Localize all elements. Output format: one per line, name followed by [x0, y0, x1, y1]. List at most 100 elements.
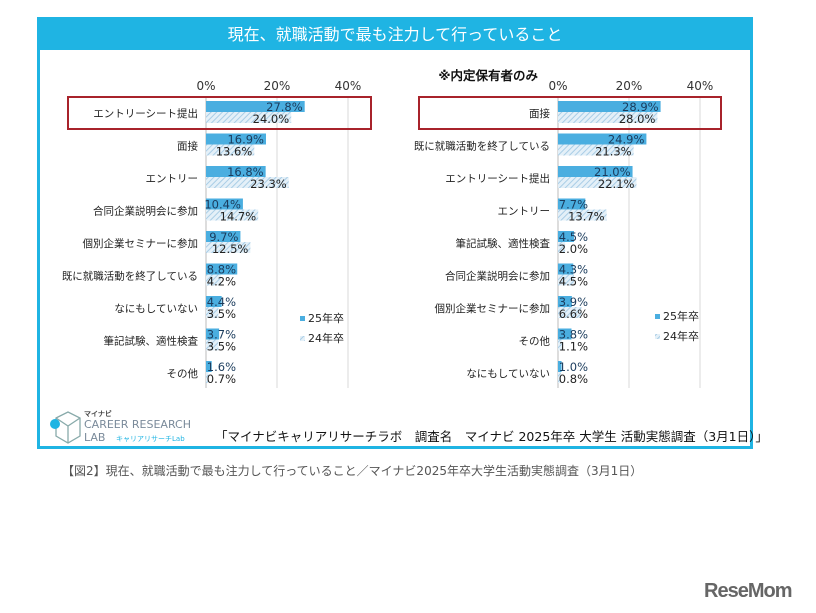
category-label: 個別企業セミナーに参加: [83, 237, 199, 250]
bar-25: [558, 361, 562, 372]
bar-24: [206, 307, 219, 318]
data-label: 28.9%: [622, 100, 659, 114]
data-label: 10.4%: [204, 198, 241, 212]
data-label: 4.2%: [207, 275, 236, 289]
bar-24: [558, 177, 637, 188]
data-label: 27.8%: [266, 100, 303, 114]
bar-24: [206, 339, 219, 351]
data-label: 1.6%: [207, 360, 236, 374]
category-label: 合同企業説明会に参加: [445, 270, 550, 283]
data-label: 3.8%: [559, 328, 588, 342]
data-label: 16.8%: [227, 165, 264, 179]
category-label: 筆記試験、適性検査: [104, 335, 199, 348]
legend-swatch-25: [655, 314, 660, 319]
data-label: 1.0%: [559, 360, 588, 374]
legend-label: 24年卒: [663, 329, 699, 343]
bar-25: [558, 263, 574, 275]
figure-panel: [37, 17, 753, 449]
category-label: エントリー: [146, 173, 199, 185]
data-label: 14.7%: [220, 210, 257, 224]
category-label: 面接: [529, 107, 550, 120]
figure-caption: 【図2】現在、就職活動で最も注力して行っていること／マイナビ2025年卒大学生活…: [62, 464, 643, 478]
legend-label: 25年卒: [308, 311, 344, 325]
category-label: 筆記試験、適性検査: [456, 237, 551, 250]
data-label: 0.7%: [207, 372, 236, 386]
bar-24: [558, 372, 561, 383]
bar-25: [206, 296, 222, 307]
bar-25: [558, 166, 633, 177]
logo-text: キャリアリサーチLab: [116, 435, 185, 443]
bar-25: [206, 263, 238, 275]
resemom-watermark: ReseMom: [704, 580, 792, 602]
tick-label: 20%: [264, 79, 291, 93]
tick-label: 40%: [335, 79, 362, 93]
logo-text: マイナビ: [84, 410, 112, 418]
data-label: 22.1%: [598, 177, 635, 191]
bar-24: [558, 307, 582, 318]
highlight-box: [67, 96, 372, 130]
data-label: 16.9%: [227, 133, 264, 147]
category-label: その他: [519, 335, 551, 348]
bar-25: [206, 328, 220, 340]
data-label: 2.0%: [559, 242, 588, 256]
bar-25: [206, 166, 266, 177]
category-label: 既に就職活動を終了している: [62, 270, 198, 283]
bar-24: [206, 177, 289, 188]
bar-24: [206, 209, 259, 221]
bar-24: [558, 144, 634, 156]
logo-text: CAREER RESEARCH: [84, 418, 191, 431]
category-label: 面接: [177, 140, 198, 153]
data-label: 6.6%: [559, 307, 588, 321]
bar-25: [206, 101, 305, 112]
category-label: なにもしていない: [466, 368, 550, 380]
data-label: 21.3%: [595, 145, 632, 159]
bar-25: [206, 361, 212, 372]
tick-label: 0%: [548, 79, 567, 93]
tick-label: 0%: [196, 79, 215, 93]
data-label: 4.5%: [559, 275, 588, 289]
bar-25: [558, 101, 661, 112]
data-label: 3.9%: [559, 295, 588, 309]
data-label: 7.7%: [559, 198, 588, 212]
data-label: 0.8%: [559, 372, 588, 386]
career-research-lab-logo: マイナビ CAREER RESEARCH LAB キャリアリサーチLab: [48, 410, 208, 446]
legend-label: 24年卒: [308, 331, 344, 345]
category-label: 個別企業セミナーに参加: [435, 302, 551, 315]
bar-24: [206, 112, 292, 123]
legend-swatch-25: [300, 316, 305, 321]
bar-25: [206, 198, 243, 210]
bar-25: [206, 231, 241, 242]
logo-text: LAB: [84, 431, 106, 444]
data-label: 23.3%: [250, 177, 287, 191]
legend-swatch-24: [300, 336, 305, 341]
legend-swatch-24: [655, 334, 660, 339]
data-label: 1.1%: [559, 340, 588, 354]
tick-label: 20%: [616, 79, 643, 93]
bar-24: [558, 209, 607, 221]
bar-24: [206, 242, 251, 253]
category-label: その他: [167, 367, 199, 380]
bar-24: [558, 242, 566, 253]
data-label: 28.0%: [619, 112, 656, 126]
data-label: 9.7%: [209, 230, 238, 244]
bar-24: [206, 372, 209, 383]
data-label: 4.5%: [559, 230, 588, 244]
data-label: 13.7%: [568, 210, 605, 224]
bar-25: [558, 231, 574, 242]
chart-title: 現在、就職活動で最も注力して行っていること: [40, 20, 750, 50]
highlight-box: [418, 96, 722, 130]
data-label: 3.5%: [207, 340, 236, 354]
chart-subtitle: ※内定保有者のみ: [438, 68, 538, 83]
data-label: 13.6%: [216, 145, 253, 159]
data-label: 21.0%: [594, 165, 631, 179]
bar-24: [558, 112, 658, 123]
legend-label: 25年卒: [663, 309, 699, 323]
data-label: 3.5%: [207, 307, 236, 321]
bar-24: [558, 274, 574, 286]
data-label: 24.9%: [608, 133, 645, 147]
category-label: 合同企業説明会に参加: [93, 205, 198, 218]
category-label: なにもしていない: [114, 303, 198, 315]
source-note: 「マイナビキャリアリサーチラボ 調査名 マイナビ 2025年卒 大学生 活動実態…: [215, 429, 768, 444]
category-label: 既に就職活動を終了している: [414, 140, 550, 153]
